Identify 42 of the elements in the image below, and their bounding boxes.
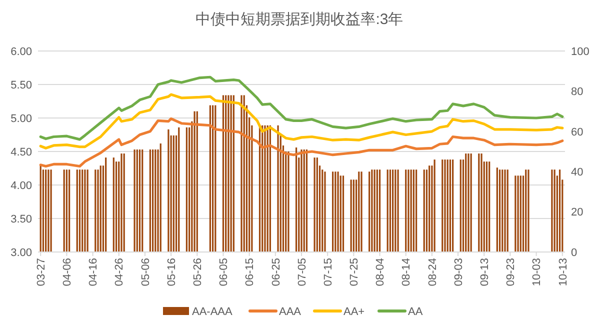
legend-label: AA+ — [344, 306, 365, 318]
x-tick-label: 10-03 — [531, 258, 544, 286]
y-tick-label: 3.50 — [10, 213, 32, 226]
x-tick-label: 04-26 — [114, 258, 126, 286]
x-tick-label: 05-16 — [166, 258, 178, 286]
line-series — [39, 93, 564, 150]
x-tick-label: 07-25 — [348, 258, 361, 286]
x-tick-label: 08-24 — [426, 258, 439, 286]
x-tick-label: 09-03 — [452, 258, 465, 286]
y2-tick-label: 80 — [571, 86, 584, 98]
y2-tick-label: 40 — [571, 166, 584, 178]
x-tick-label: 07-15 — [322, 258, 334, 286]
x-tick-label: 05-26 — [192, 258, 204, 286]
legend-label: AA-AAA — [192, 306, 234, 318]
y2-tick-label: 60 — [571, 126, 584, 138]
x-tick-label: 08-14 — [400, 258, 413, 286]
y-tick-label: 4.50 — [10, 146, 32, 158]
x-tick-label: 09-23 — [505, 258, 518, 286]
x-tick-label: 08-04 — [374, 258, 387, 286]
line-series — [39, 117, 564, 168]
x-tick-label: 10-13 — [557, 258, 570, 286]
x-tick-label: 04-06 — [62, 258, 74, 286]
x-tick-label: 07-05 — [296, 258, 308, 286]
y-tick-label: 5.00 — [10, 112, 32, 125]
y2-tick-label: 100 — [571, 46, 590, 58]
x-tick-label: 04-16 — [88, 258, 100, 286]
y-tick-label: 3.00 — [10, 246, 32, 259]
x-tick-label: 06-05 — [218, 258, 230, 286]
legend-label: AA — [408, 306, 424, 318]
x-tick-label: 06-15 — [244, 258, 256, 286]
chart-title: 中债中短期票据到期收益率:3年 — [196, 11, 404, 28]
line-series — [39, 76, 564, 141]
x-tick-label: 09-13 — [478, 258, 491, 286]
x-tick-label: 03-27 — [35, 258, 48, 286]
x-tick-label: 05-06 — [140, 258, 152, 286]
y-tick-label: 6.00 — [10, 46, 32, 58]
y2-tick-label: 20 — [571, 206, 584, 219]
legend-label: AAA — [279, 306, 302, 318]
y-tick-label: 4.00 — [10, 180, 32, 192]
y2-tick-label: 0 — [571, 246, 578, 259]
x-tick-label: 06-25 — [270, 258, 282, 286]
y-tick-label: 5.50 — [10, 79, 32, 92]
